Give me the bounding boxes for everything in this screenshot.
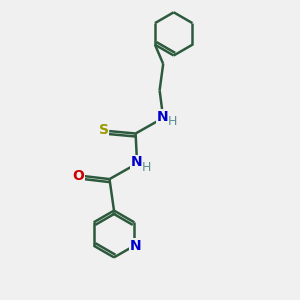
Text: N: N — [157, 110, 168, 124]
Text: O: O — [73, 169, 85, 182]
Text: N: N — [131, 155, 142, 169]
Text: N: N — [130, 239, 142, 253]
Text: S: S — [99, 124, 109, 137]
Text: H: H — [141, 160, 151, 174]
Text: H: H — [167, 115, 177, 128]
